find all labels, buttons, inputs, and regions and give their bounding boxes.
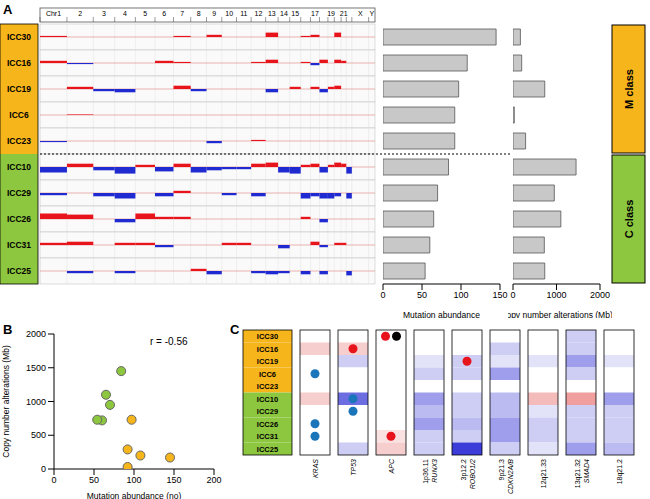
svg-text:C: C [230,322,240,337]
svg-text:15: 15 [291,10,299,17]
svg-text:ICC26: ICC26 [257,420,278,429]
svg-text:1500: 1500 [26,363,46,373]
svg-text:APC: APC [388,458,395,474]
svg-text:ICC30: ICC30 [257,332,278,341]
svg-text:9: 9 [212,10,216,17]
svg-text:21: 21 [340,10,348,17]
svg-text:ICC10: ICC10 [257,395,278,404]
svg-text:2000: 2000 [26,329,46,339]
svg-text:ICC6: ICC6 [9,110,29,120]
svg-text:0: 0 [510,290,515,300]
svg-text:17: 17 [311,10,319,17]
svg-text:ICC23: ICC23 [8,136,31,146]
svg-text:Mutation abundance: Mutation abundance [403,310,480,318]
svg-text:ICC29: ICC29 [257,407,278,416]
svg-text:13q21.32: 13q21.32 [574,459,582,488]
svg-text:4: 4 [123,10,127,17]
svg-text:TP53: TP53 [350,459,357,476]
svg-text:200: 200 [206,475,221,485]
svg-text:18q21.2: 18q21.2 [616,459,624,484]
svg-text:19: 19 [327,10,335,17]
svg-text:6: 6 [162,10,166,17]
svg-text:Copy number alterations (Mb): Copy number alterations (Mb) [508,310,612,318]
svg-text:ICC25: ICC25 [257,445,278,454]
svg-text:X: X [358,10,363,17]
svg-text:100: 100 [453,290,468,300]
svg-text:RUNX3: RUNX3 [431,459,438,483]
svg-text:0: 0 [380,290,385,300]
svg-text:ICC25: ICC25 [8,266,31,276]
svg-text:11: 11 [240,10,247,17]
svg-text:ICC23: ICC23 [257,382,278,391]
svg-text:KRAS: KRAS [312,459,319,478]
svg-text:B: B [8,322,12,337]
svg-text:ICC26: ICC26 [8,214,31,224]
svg-text:A: A [8,2,13,17]
svg-text:ICC6: ICC6 [259,370,276,379]
svg-text:150: 150 [492,290,507,300]
svg-text:ICC31: ICC31 [8,240,31,250]
svg-text:150: 150 [166,475,181,485]
svg-text:Copy number alterations (Mb): Copy number alterations (Mb) [8,345,11,458]
svg-text:5: 5 [143,10,147,17]
svg-text:2: 2 [78,10,82,17]
svg-text:ICC30: ICC30 [8,32,31,42]
svg-text:ICC29: ICC29 [8,188,31,198]
svg-text:ICC31: ICC31 [257,432,278,441]
svg-text:Chr1: Chr1 [46,10,61,17]
svg-text:100: 100 [126,475,141,485]
svg-text:Y: Y [369,10,374,17]
svg-text:8: 8 [197,10,201,17]
svg-text:1p36.11: 1p36.11 [422,459,430,484]
svg-text:M class: M class [623,69,635,109]
svg-text:ICC19: ICC19 [257,357,278,366]
svg-text:ICC16: ICC16 [8,58,31,68]
svg-text:3: 3 [102,10,106,17]
svg-text:7: 7 [180,10,184,17]
svg-text:ROBO1/2: ROBO1/2 [469,459,476,489]
svg-text:ICC19: ICC19 [8,84,31,94]
svg-text:14: 14 [280,10,288,17]
html-text:r = -0.56: r = -0.56 [150,336,188,347]
svg-text:1000: 1000 [546,290,566,300]
svg-text:10: 10 [225,10,233,17]
svg-text:50: 50 [89,475,99,485]
svg-text:C class: C class [623,200,635,239]
svg-text:0: 0 [51,475,56,485]
svg-text:500: 500 [31,430,46,440]
svg-text:SMAD4: SMAD4 [583,459,590,483]
svg-text:12q21.33: 12q21.33 [540,459,548,488]
svg-text:Mutation abundance (no): Mutation abundance (no) [87,491,182,499]
svg-text:9p21.3: 9p21.3 [498,459,506,481]
svg-text:3p12.2: 3p12.2 [460,459,468,481]
svg-text:1000: 1000 [26,397,46,407]
svg-text:0: 0 [41,464,46,474]
svg-text:2000: 2000 [590,290,610,300]
svg-text:13: 13 [268,10,276,17]
svg-text:ICC10: ICC10 [8,162,31,172]
svg-text:12: 12 [254,10,262,17]
svg-text:50: 50 [417,290,427,300]
svg-text:CDKN2A/B: CDKN2A/B [507,459,514,494]
svg-text:ICC16: ICC16 [257,345,278,354]
